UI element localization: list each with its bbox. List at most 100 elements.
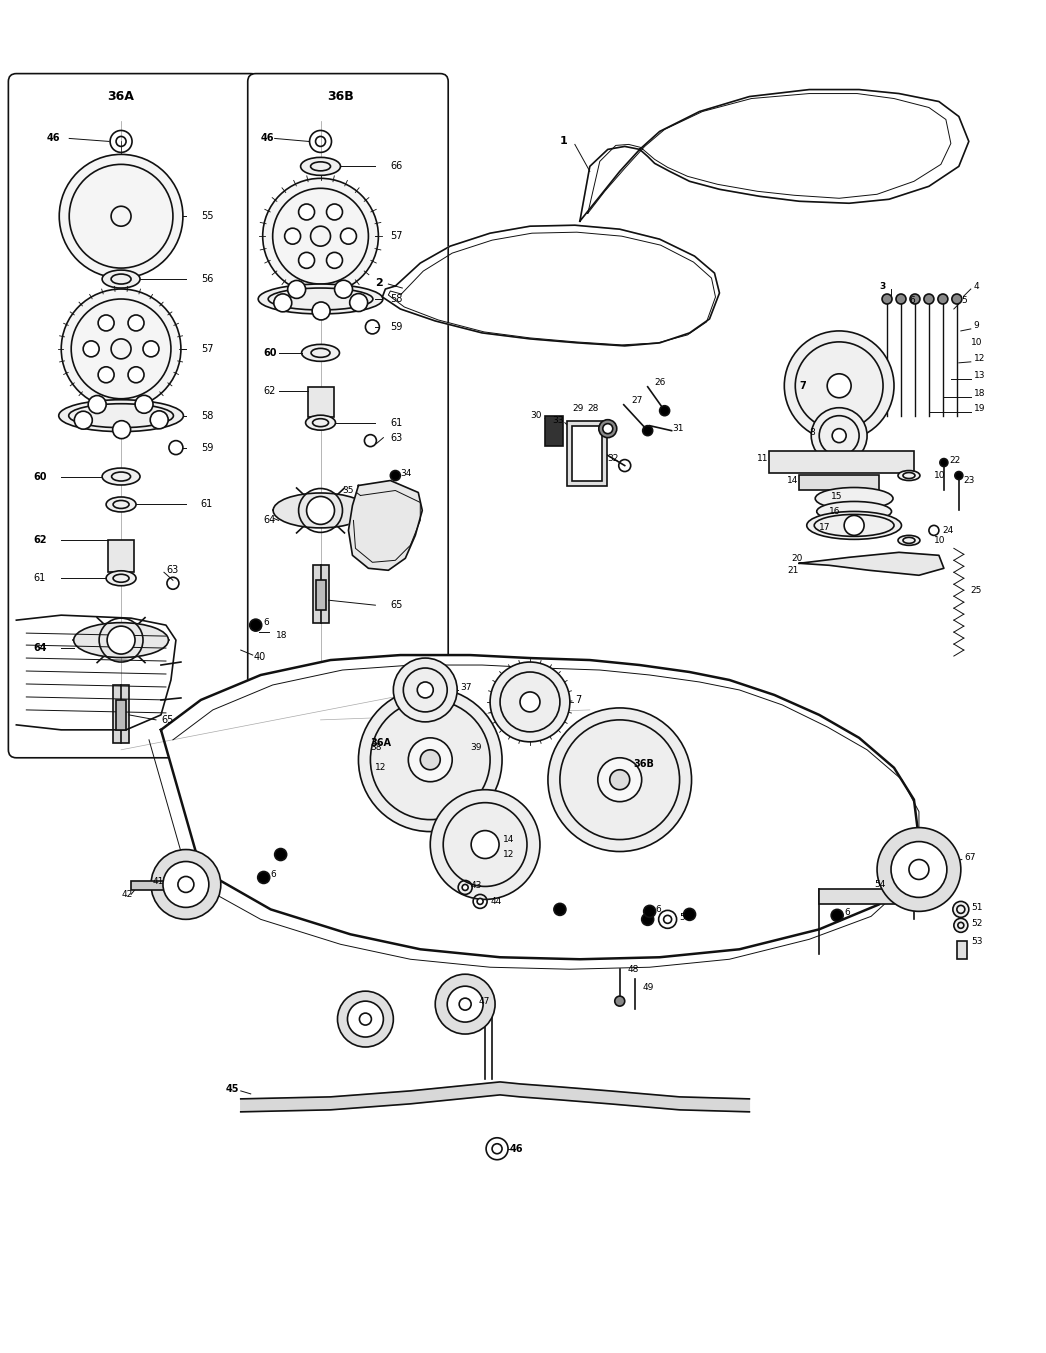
Circle shape	[298, 253, 315, 268]
Circle shape	[257, 871, 270, 884]
Circle shape	[408, 737, 452, 782]
Polygon shape	[579, 89, 969, 221]
Bar	[116, 700, 127, 729]
Circle shape	[430, 790, 540, 900]
Text: 30: 30	[530, 411, 542, 421]
Circle shape	[285, 229, 300, 244]
Text: 36B: 36B	[634, 759, 655, 769]
Polygon shape	[17, 616, 176, 729]
Text: 15: 15	[832, 492, 843, 501]
Text: 58: 58	[390, 294, 403, 304]
Bar	[401, 729, 465, 767]
Ellipse shape	[106, 497, 136, 511]
Circle shape	[486, 1138, 508, 1160]
Circle shape	[335, 280, 353, 298]
Circle shape	[643, 905, 656, 917]
Text: 43: 43	[470, 881, 481, 890]
Circle shape	[548, 708, 691, 851]
Bar	[113, 685, 129, 743]
Text: 51: 51	[971, 902, 982, 912]
Circle shape	[420, 750, 440, 770]
Text: 2: 2	[376, 279, 383, 288]
Circle shape	[844, 515, 864, 536]
Bar	[313, 566, 328, 624]
Ellipse shape	[899, 536, 919, 545]
Circle shape	[910, 294, 919, 304]
Text: 8: 8	[810, 428, 815, 437]
Bar	[572, 426, 601, 480]
Text: 10: 10	[934, 471, 946, 480]
Circle shape	[784, 331, 894, 441]
Circle shape	[338, 992, 393, 1047]
Circle shape	[462, 885, 469, 890]
Bar	[770, 451, 914, 472]
Text: 17: 17	[819, 522, 831, 532]
Text: 45: 45	[226, 1084, 240, 1095]
Circle shape	[113, 421, 131, 438]
Text: 48: 48	[628, 965, 639, 974]
Circle shape	[615, 996, 624, 1007]
Polygon shape	[241, 1082, 749, 1112]
Text: 28: 28	[588, 405, 599, 413]
Circle shape	[88, 395, 106, 414]
FancyBboxPatch shape	[8, 73, 258, 758]
Circle shape	[288, 280, 305, 299]
Text: 32: 32	[608, 455, 619, 463]
Text: 56: 56	[201, 275, 213, 284]
Ellipse shape	[59, 399, 183, 432]
Text: 1: 1	[560, 137, 568, 146]
Circle shape	[448, 986, 483, 1022]
Circle shape	[84, 341, 99, 357]
Circle shape	[833, 429, 846, 442]
Bar	[108, 540, 134, 572]
Text: 44: 44	[491, 897, 501, 907]
Circle shape	[306, 497, 335, 525]
Text: 52: 52	[971, 919, 982, 928]
Text: 33: 33	[552, 417, 564, 425]
Circle shape	[393, 658, 457, 723]
Text: 62: 62	[264, 386, 276, 396]
Text: 16: 16	[829, 507, 841, 515]
Circle shape	[882, 294, 892, 304]
Circle shape	[326, 204, 342, 221]
Circle shape	[891, 842, 947, 897]
Text: 6: 6	[264, 618, 270, 626]
Text: 5: 5	[961, 296, 967, 306]
Circle shape	[417, 682, 433, 698]
Ellipse shape	[817, 502, 891, 521]
Ellipse shape	[106, 571, 136, 586]
Text: 65: 65	[390, 601, 403, 610]
Circle shape	[520, 691, 540, 712]
Circle shape	[938, 294, 948, 304]
Text: 60: 60	[33, 472, 47, 482]
Text: 23: 23	[963, 476, 975, 484]
Circle shape	[263, 179, 379, 294]
Text: 25: 25	[971, 586, 982, 595]
Text: 46: 46	[260, 134, 274, 143]
Circle shape	[62, 290, 181, 409]
Text: 39: 39	[470, 743, 481, 752]
Ellipse shape	[73, 622, 168, 658]
Text: 10: 10	[971, 338, 982, 348]
Text: 27: 27	[632, 396, 643, 406]
Text: 42: 42	[121, 890, 133, 898]
Text: 12: 12	[974, 354, 985, 364]
Circle shape	[660, 406, 669, 415]
Text: 41: 41	[153, 877, 164, 886]
Circle shape	[349, 294, 367, 311]
Circle shape	[610, 770, 630, 790]
Text: 59: 59	[201, 442, 213, 453]
Text: 61: 61	[201, 499, 213, 510]
Text: 6: 6	[656, 905, 661, 913]
Circle shape	[954, 919, 968, 932]
Text: 22: 22	[949, 456, 960, 465]
Bar	[957, 942, 967, 959]
Bar	[799, 475, 879, 491]
Text: 26: 26	[655, 379, 666, 387]
Circle shape	[326, 253, 342, 268]
Text: 31: 31	[673, 423, 684, 433]
Text: 7: 7	[575, 695, 582, 705]
Text: 14: 14	[788, 476, 799, 484]
Circle shape	[832, 909, 843, 921]
Text: 19: 19	[974, 405, 985, 413]
